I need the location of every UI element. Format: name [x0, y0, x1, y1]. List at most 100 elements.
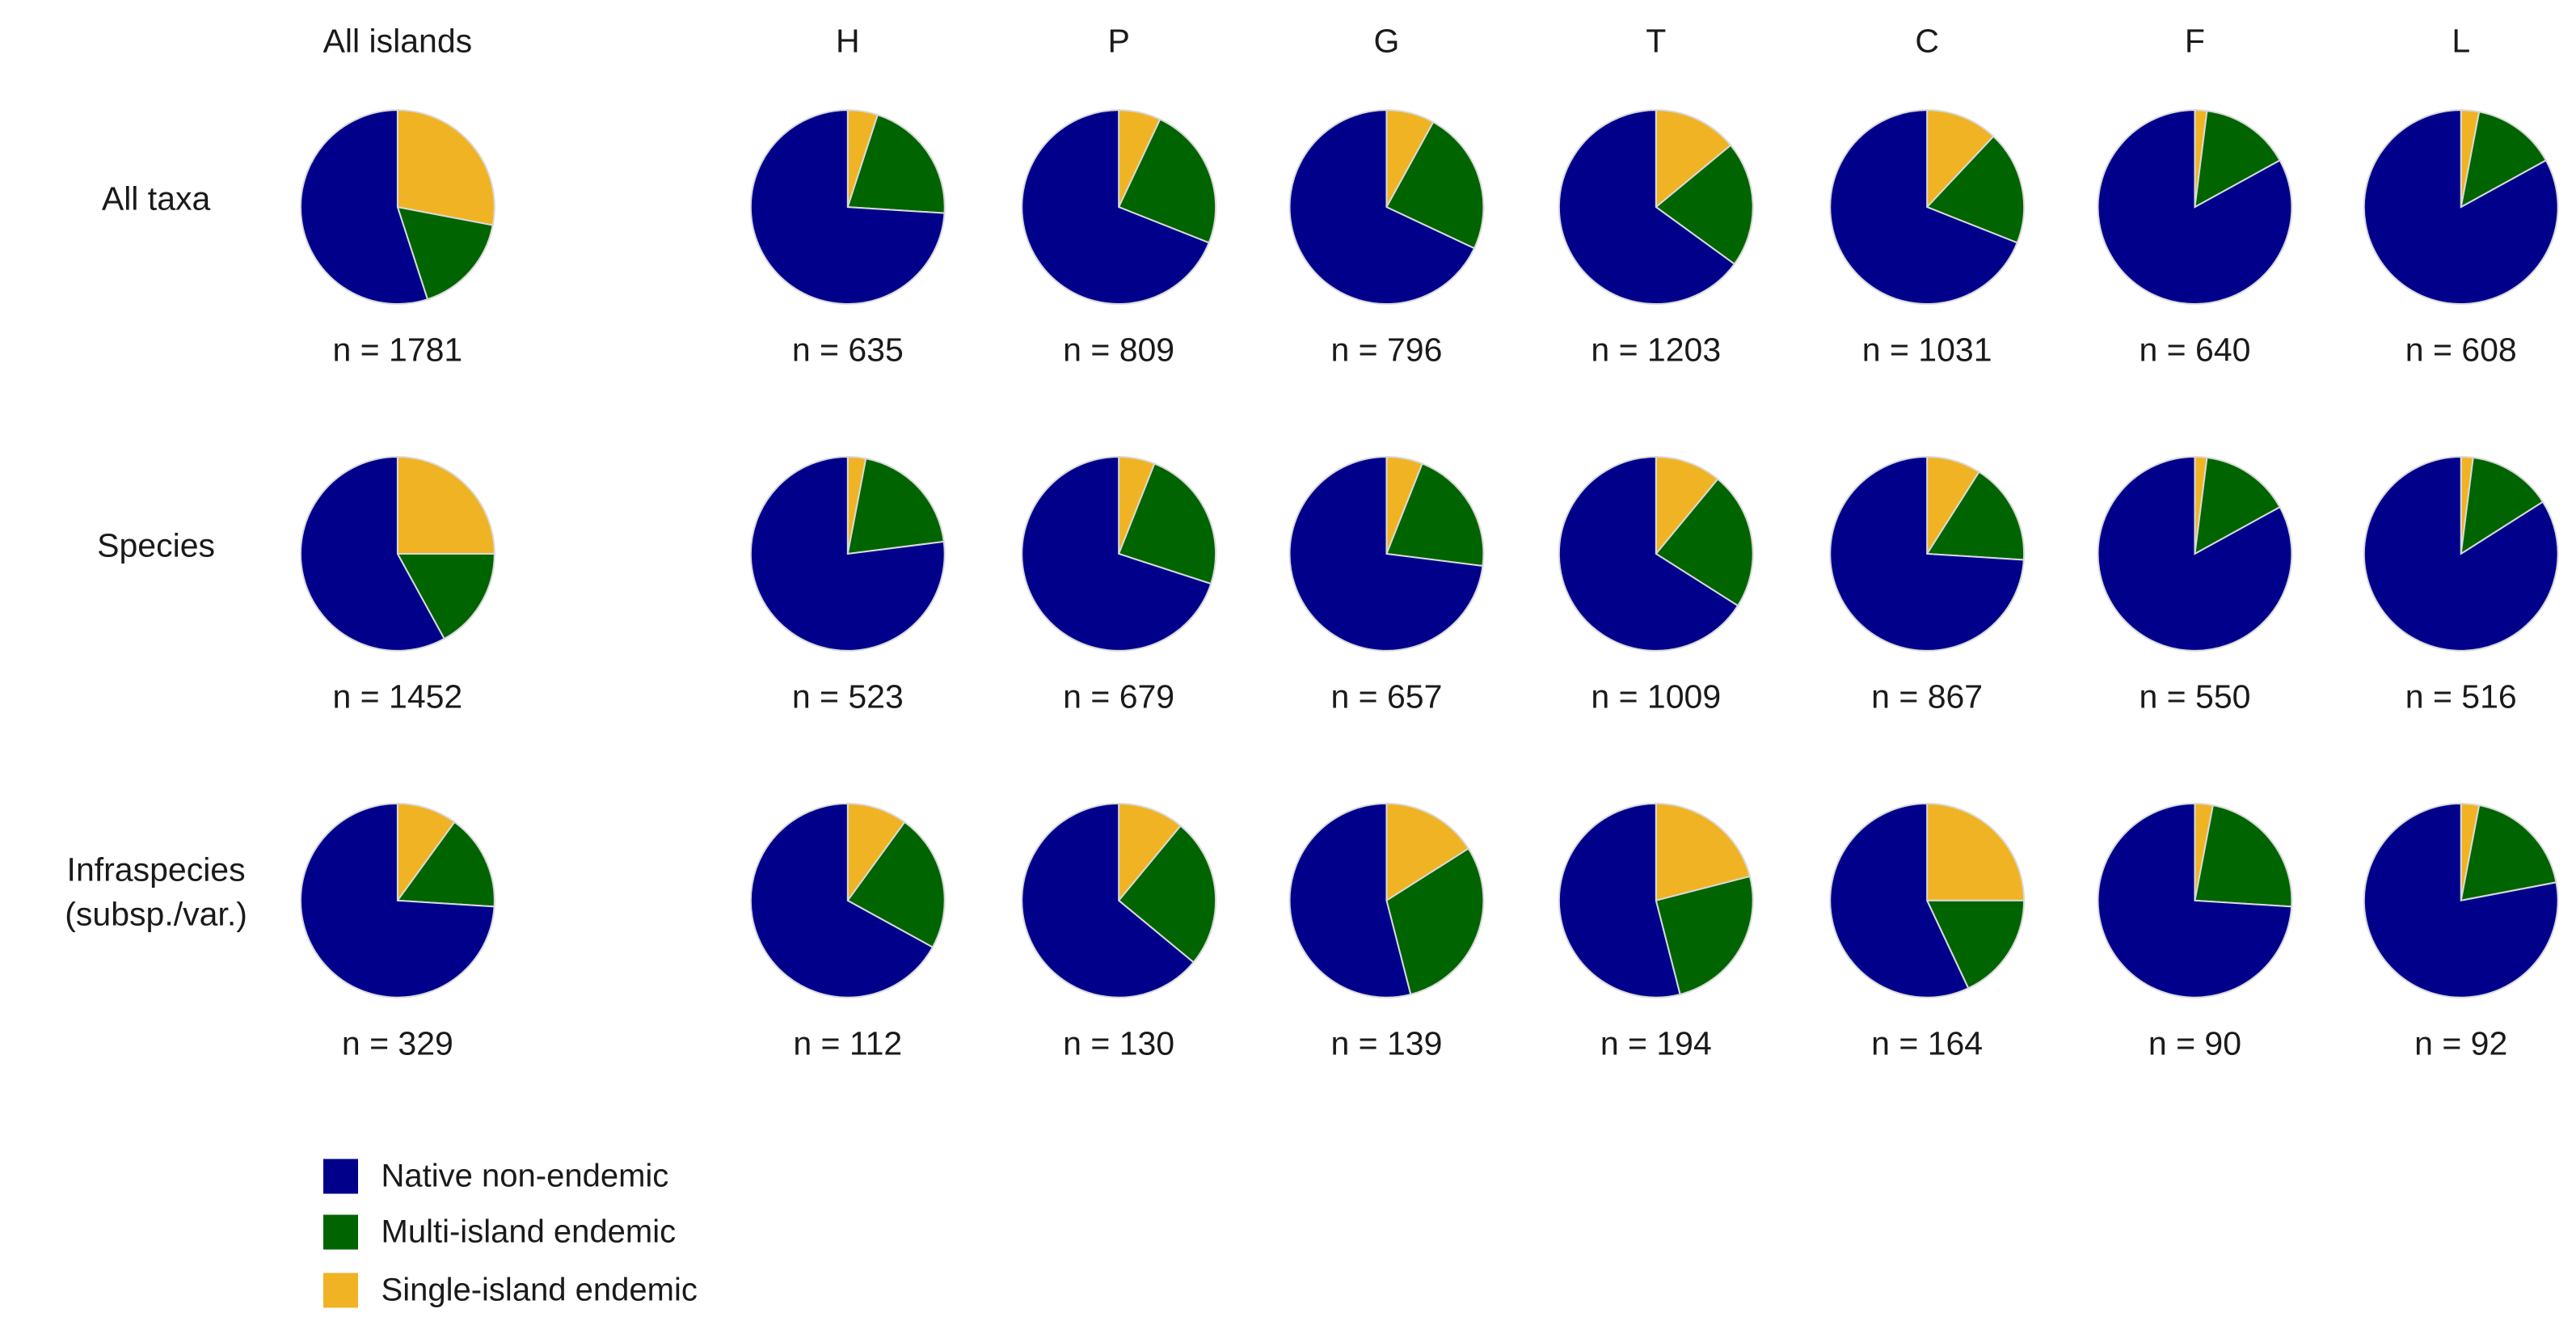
n-label: n = 523: [791, 678, 904, 716]
n-label: n = 92: [2414, 1024, 2508, 1062]
column-header: G: [1373, 22, 1400, 60]
pie-slice: [396, 205, 494, 301]
n-label: n = 867: [1871, 678, 1984, 716]
pie-slice: [2194, 804, 2293, 908]
n-label: n = 635: [791, 331, 904, 369]
pie-slice: [1385, 802, 1470, 902]
pie-slice: [1829, 456, 2025, 652]
pie-slice: [2097, 109, 2293, 305]
pie-slice: [1385, 120, 1485, 250]
pie-slice: [1925, 899, 2026, 990]
pie-slice: [1288, 456, 1484, 652]
pie-slice: [2363, 456, 2559, 652]
pie-slice: [1385, 462, 1485, 568]
legend-label: Single-island endemic: [381, 1272, 698, 1308]
pie-slice: [396, 552, 495, 640]
pie-slice: [1655, 478, 1754, 607]
pie-slice: [299, 456, 446, 652]
pie-slice: [1655, 875, 1754, 996]
pie-slice: [2460, 456, 2544, 555]
column-header: P: [1107, 22, 1130, 60]
pie-slice: [2097, 802, 2293, 998]
pie-slice: [1558, 802, 1681, 998]
pie-slice: [396, 456, 495, 555]
pie-slice: [396, 802, 456, 903]
column-header: F: [2184, 22, 2205, 60]
n-label: n = 164: [1871, 1024, 1984, 1062]
pie-slice: [2363, 802, 2559, 998]
pie-slice: [1288, 109, 1476, 306]
legend-label: Native non-endemic: [381, 1158, 669, 1194]
pie-slice: [299, 802, 495, 998]
column-header: T: [1646, 22, 1667, 60]
pie-slice: [846, 113, 946, 214]
pie-slice: [299, 109, 429, 306]
pie-slice: [1829, 109, 2018, 305]
legend-label: Multi-island endemic: [381, 1214, 677, 1250]
row-label: All taxa: [101, 179, 211, 217]
n-label: n = 139: [1330, 1024, 1443, 1062]
n-label: n = 1009: [1591, 678, 1722, 716]
pie-slice: [2460, 111, 2548, 209]
n-label: n = 516: [2405, 678, 2517, 716]
legend-swatch: [323, 1214, 359, 1250]
n-label: n = 796: [1330, 331, 1443, 369]
pie-slice: [1558, 456, 1739, 652]
n-label: n = 657: [1330, 678, 1443, 716]
legend-swatch: [323, 1273, 359, 1308]
column-header: C: [1915, 22, 1939, 60]
pie-slice: [1021, 109, 1210, 305]
n-label: n = 90: [2148, 1024, 2242, 1062]
pie-slice: [1926, 109, 1995, 209]
pie-slice: [846, 802, 906, 903]
pie-slice: [846, 821, 946, 948]
pie-slice: [1655, 109, 1732, 209]
pie-slice: [846, 457, 945, 555]
pie-slice: [2097, 456, 2293, 652]
pie-slice: [2460, 804, 2557, 902]
column-header: H: [835, 22, 860, 60]
pie-slice: [1117, 118, 1217, 244]
pie-slice: [749, 802, 934, 998]
row-label: Species: [97, 526, 216, 564]
n-label: n = 550: [2139, 678, 2251, 716]
n-label: n = 1781: [332, 331, 463, 369]
n-label: n = 1031: [1861, 331, 1992, 369]
pie-slice: [749, 456, 946, 652]
n-label: n = 1452: [332, 678, 463, 716]
legend-swatch: [323, 1159, 359, 1194]
row-label: Infraspecies (subsp./var.): [65, 851, 247, 933]
n-label: n = 809: [1063, 331, 1175, 369]
pie-slice: [395, 821, 495, 908]
n-label: n = 640: [2139, 331, 2251, 369]
column-header: All islands: [323, 22, 473, 60]
pie-slice: [2194, 110, 2281, 209]
pie-slice: [1117, 825, 1217, 964]
pie-slice: [1117, 462, 1217, 585]
pie-slice: [1655, 456, 1719, 556]
n-label: n = 194: [1600, 1024, 1712, 1062]
n-label: n = 130: [1063, 1024, 1175, 1062]
column-header: L: [2452, 22, 2471, 60]
pie-slice: [1385, 847, 1485, 996]
pie-slice: [1021, 802, 1195, 998]
pie-slice: [1655, 802, 1752, 902]
pie-slice: [1118, 802, 1182, 903]
n-label: n = 679: [1063, 678, 1175, 716]
pie-slice: [396, 109, 495, 226]
pie-slice: [1558, 109, 1736, 305]
pie-slice: [1021, 456, 1212, 652]
pie-slice: [1655, 144, 1754, 265]
pie-slice: [1288, 802, 1412, 998]
pie-slice: [1925, 471, 2026, 561]
n-label: n = 608: [2405, 331, 2517, 369]
n-label: n = 112: [793, 1024, 903, 1062]
pie-slice: [1926, 802, 2026, 901]
pie-slice: [2194, 456, 2281, 555]
pie-slice: [1829, 802, 1970, 998]
pie-slice: [749, 109, 946, 306]
n-label: n = 329: [341, 1024, 453, 1062]
n-label: n = 1203: [1591, 331, 1722, 369]
